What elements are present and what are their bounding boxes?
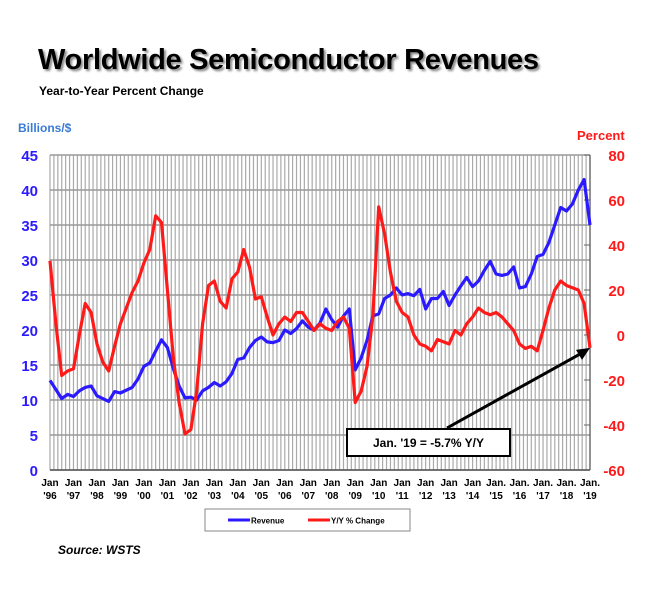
left-tick-label: 25 xyxy=(21,288,38,305)
x-tick-label-month: Jan xyxy=(41,478,58,489)
x-tick-label-month: Jan xyxy=(394,478,411,489)
left-tick-label: 45 xyxy=(21,148,38,165)
legend-label: Y/Y % Change xyxy=(331,517,385,526)
x-tick-label-month: Jan xyxy=(253,478,270,489)
x-tick-label-year: '97 xyxy=(67,491,81,502)
chart-title: Worldwide Semiconductor Revenues xyxy=(38,44,539,76)
x-tick-label-year: '00 xyxy=(137,491,151,502)
x-tick-label-year: '10 xyxy=(372,491,386,502)
x-tick-label-month: Jan xyxy=(300,478,317,489)
x-tick-label-year: '02 xyxy=(184,491,198,502)
yoy-change-line xyxy=(48,205,592,436)
right-tick-label: -20 xyxy=(603,373,625,390)
x-tick-label-month: Jan xyxy=(159,478,176,489)
x-tick-label-month: Jan xyxy=(464,478,481,489)
left-axis-label: Billions/$ xyxy=(18,121,72,135)
x-tick-label-year: '06 xyxy=(278,491,292,502)
x-tick-label-month: Jan xyxy=(276,478,293,489)
right-tick-label: 20 xyxy=(608,283,625,300)
right-tick-label: 60 xyxy=(608,193,625,210)
left-tick-label: 10 xyxy=(21,393,38,410)
x-tick-label-month: Jan. xyxy=(557,478,577,489)
x-tick-label-year: '15 xyxy=(489,491,503,502)
x-tick-label-year: '07 xyxy=(302,491,316,502)
x-tick-label-month: Jan xyxy=(135,478,152,489)
annotation-arrowhead xyxy=(576,347,590,360)
x-tick-label-year: '08 xyxy=(325,491,339,502)
x-tick-label-year: '17 xyxy=(536,491,550,502)
x-tick-label-year: '98 xyxy=(90,491,104,502)
x-tick-label-month: Jan xyxy=(112,478,129,489)
left-tick-label: 0 xyxy=(30,463,38,480)
left-tick-label: 20 xyxy=(21,323,38,340)
left-tick-label: 40 xyxy=(21,183,38,200)
x-tick-label-month: Jan xyxy=(229,478,246,489)
x-tick-label-year: '16 xyxy=(513,491,527,502)
right-tick-label: -40 xyxy=(603,418,625,435)
legend-label: Revenue xyxy=(251,517,285,526)
x-tick-label-month: Jan. xyxy=(580,478,600,489)
x-tick-label-year: '03 xyxy=(208,491,222,502)
x-tick-label-year: '19 xyxy=(583,491,597,502)
legend-box xyxy=(204,508,411,532)
x-tick-label-year: '09 xyxy=(348,491,362,502)
x-tick-label-year: '11 xyxy=(396,491,409,502)
x-tick-label-year: '04 xyxy=(231,491,245,502)
x-tick-label-year: '18 xyxy=(560,491,574,502)
source-note: Source: WSTS xyxy=(58,543,141,557)
x-tick-label-month: Jan xyxy=(441,478,458,489)
x-tick-label-year: '01 xyxy=(161,491,175,502)
x-tick-label-month: Jan xyxy=(370,478,387,489)
x-tick-label-month: Jan. xyxy=(510,478,530,489)
chart-subtitle: Year-to-Year Percent Change xyxy=(39,84,204,98)
x-tick-label-month: Jan xyxy=(206,478,223,489)
x-tick-label-year: '99 xyxy=(114,491,128,502)
x-tick-label-month: Jan xyxy=(182,478,199,489)
x-tick-label-year: '14 xyxy=(466,491,480,502)
annotation-box xyxy=(346,428,511,457)
x-tick-label-year: '13 xyxy=(442,491,456,502)
x-tick-label-month: Jan xyxy=(88,478,105,489)
x-tick-label-month: Jan. xyxy=(486,478,506,489)
right-tick-label: 80 xyxy=(608,148,625,165)
right-tick-label: -60 xyxy=(603,463,625,480)
x-tick-label-month: Jan xyxy=(417,478,434,489)
right-tick-label: 0 xyxy=(617,328,625,345)
left-tick-label: 5 xyxy=(30,428,38,445)
right-axis-label: Percent xyxy=(577,128,625,143)
x-tick-label-year: '05 xyxy=(255,491,269,502)
right-tick-label: 40 xyxy=(608,238,625,255)
left-tick-label: 15 xyxy=(21,358,38,375)
x-tick-label-year: '12 xyxy=(419,491,433,502)
annotation-text: Jan. '19 = -5.7% Y/Y xyxy=(373,436,484,450)
left-tick-label: 30 xyxy=(21,253,38,270)
x-tick-label-month: Jan xyxy=(65,478,82,489)
left-tick-label: 35 xyxy=(21,218,38,235)
annotation-arrow-line xyxy=(446,350,585,430)
x-tick-label-month: Jan xyxy=(347,478,364,489)
x-tick-label-month: Jan. xyxy=(533,478,553,489)
x-tick-label-month: Jan xyxy=(323,478,340,489)
x-tick-label-year: '96 xyxy=(43,491,57,502)
